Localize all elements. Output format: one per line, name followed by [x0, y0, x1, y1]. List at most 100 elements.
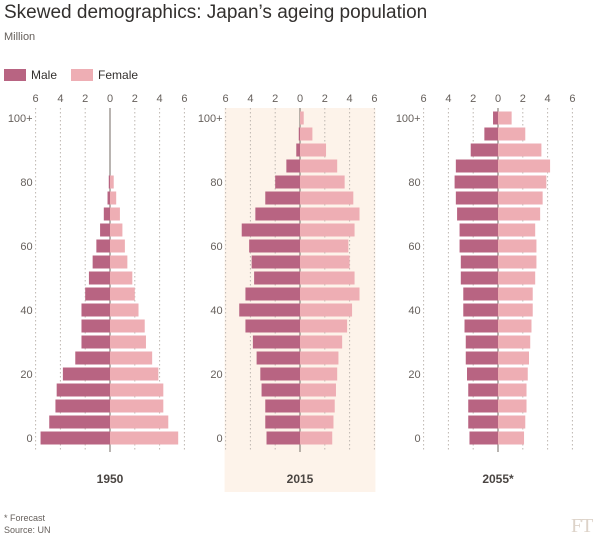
- bar-male-50-54: [88, 271, 110, 285]
- bar-female-10-14: [110, 399, 164, 413]
- bar-male-55-59: [460, 255, 498, 269]
- bar-female-0-4: [498, 431, 525, 445]
- bar-male-95-99: [298, 127, 300, 141]
- y-tick-label: 40: [408, 305, 420, 317]
- bar-male-80-84: [108, 175, 110, 189]
- bar-female-40-44: [300, 303, 353, 317]
- bar-female-60-64: [300, 239, 349, 253]
- x-tick-label: 2: [82, 93, 88, 105]
- bar-female-65-69: [110, 223, 123, 237]
- bar-female-50-54: [498, 271, 536, 285]
- bar-female-60-64: [110, 239, 125, 253]
- bar-female-5-9: [498, 415, 526, 429]
- y-tick-label: 20: [20, 369, 32, 381]
- bar-male-20-24: [260, 367, 300, 381]
- bar-male-35-39: [81, 319, 110, 333]
- bar-male-10-14: [468, 399, 498, 413]
- bar-female-80-84: [110, 175, 114, 189]
- bar-male-75-79: [455, 191, 498, 205]
- legend-item-male: Male: [4, 68, 57, 82]
- bar-male-70-74: [255, 207, 300, 221]
- bar-female-45-49: [498, 287, 533, 301]
- bar-male-70-74: [103, 207, 110, 221]
- bar-male-20-24: [467, 367, 498, 381]
- y-tick-label: 20: [210, 369, 222, 381]
- forecast-note: * Forecast: [4, 513, 46, 523]
- y-tick-label: 60: [210, 241, 222, 253]
- bar-female-100+: [498, 111, 512, 125]
- x-tick-label: 2: [322, 93, 328, 105]
- x-tick-label: 2: [520, 93, 526, 105]
- bar-male-10-14: [55, 399, 110, 413]
- bar-female-80-84: [300, 175, 345, 189]
- bar-female-75-79: [498, 191, 543, 205]
- bar-female-80-84: [498, 175, 547, 189]
- bar-male-95-99: [484, 127, 498, 141]
- y-tick-label: 60: [20, 241, 32, 253]
- bar-male-5-9: [49, 415, 110, 429]
- bar-female-10-14: [498, 399, 527, 413]
- bar-male-45-49: [245, 287, 300, 301]
- bar-female-45-49: [300, 287, 360, 301]
- y-tick-label: 20: [408, 369, 420, 381]
- x-tick-label: 0: [107, 93, 113, 105]
- bar-male-55-59: [251, 255, 300, 269]
- bar-male-5-9: [468, 415, 498, 429]
- bar-male-40-44: [239, 303, 300, 317]
- x-tick-label: 4: [247, 93, 253, 105]
- bar-female-35-39: [110, 319, 145, 333]
- bar-male-80-84: [275, 175, 300, 189]
- bar-male-25-29: [465, 351, 498, 365]
- bar-male-65-69: [459, 223, 498, 237]
- bar-male-60-64: [249, 239, 300, 253]
- chart-subtitle: Million: [4, 31, 36, 43]
- bar-female-35-39: [300, 319, 348, 333]
- bar-male-45-49: [463, 287, 498, 301]
- bar-male-100+: [493, 111, 498, 125]
- bar-male-30-34: [465, 335, 498, 349]
- legend-label-male: Male: [31, 68, 58, 82]
- bar-female-15-19: [498, 383, 527, 397]
- legend-item-female: Female: [71, 68, 138, 82]
- legend-swatch-female: [71, 69, 94, 81]
- y-tick-label: 100+: [8, 113, 33, 125]
- x-tick-label: 6: [33, 93, 39, 105]
- legend-label-female: Female: [98, 68, 139, 82]
- y-tick-label: 0: [216, 433, 222, 445]
- bar-female-25-29: [300, 351, 339, 365]
- y-tick-label: 100+: [396, 113, 421, 125]
- bar-female-55-59: [300, 255, 350, 269]
- y-tick-label: 40: [210, 305, 222, 317]
- bar-male-70-74: [457, 207, 498, 221]
- bar-male-60-64: [459, 239, 498, 253]
- x-tick-label: 2: [132, 93, 138, 105]
- bar-female-5-9: [110, 415, 169, 429]
- bar-male-20-24: [62, 367, 110, 381]
- bar-female-65-69: [300, 223, 355, 237]
- x-tick-label: 2: [470, 93, 476, 105]
- bar-male-85-89: [455, 159, 498, 173]
- panel-label-2: 2055*: [482, 472, 514, 486]
- bar-female-0-4: [300, 431, 333, 445]
- x-tick-label: 6: [569, 93, 575, 105]
- bar-male-15-19: [468, 383, 498, 397]
- bar-male-50-54: [254, 271, 300, 285]
- bar-male-30-34: [81, 335, 110, 349]
- bar-female-85-89: [498, 159, 551, 173]
- bar-female-75-79: [110, 191, 117, 205]
- panel-label-0: 1950: [97, 472, 124, 486]
- y-tick-label: 80: [210, 177, 222, 189]
- bar-male-0-4: [469, 431, 498, 445]
- bar-male-5-9: [265, 415, 300, 429]
- x-tick-label: 4: [347, 93, 353, 105]
- y-tick-label: 0: [26, 433, 32, 445]
- x-tick-label: 4: [445, 93, 451, 105]
- bar-female-65-69: [498, 223, 536, 237]
- bar-male-85-89: [286, 159, 300, 173]
- x-tick-label: 4: [157, 93, 163, 105]
- bar-female-45-49: [110, 287, 135, 301]
- y-tick-label: 40: [20, 305, 32, 317]
- bar-female-0-4: [110, 431, 179, 445]
- bar-female-100+: [300, 111, 304, 125]
